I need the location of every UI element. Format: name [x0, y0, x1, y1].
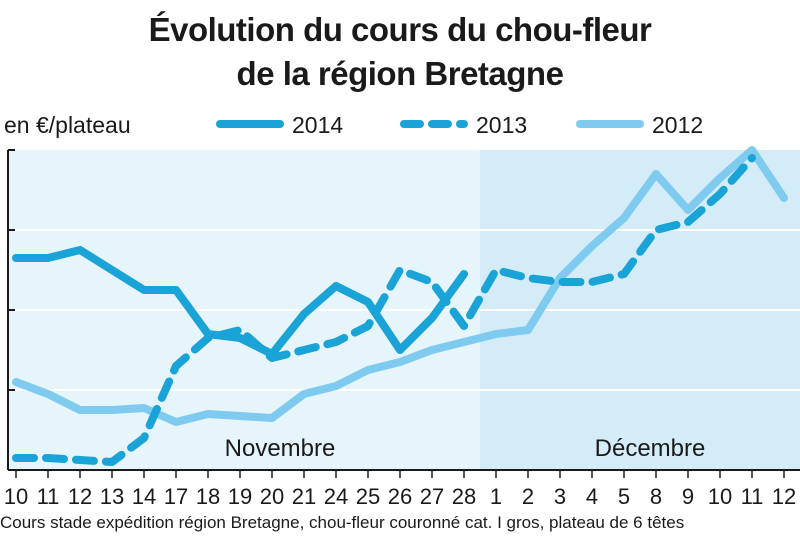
series-line-2013 [12, 154, 756, 466]
x-tick-label-20: 8 [650, 484, 662, 509]
x-tick-label-16: 2 [522, 484, 534, 509]
x-tick-label-6: 18 [196, 484, 220, 509]
legend-label-2012: 2012 [652, 112, 704, 138]
legend-label-2014: 2014 [292, 112, 344, 138]
x-tick-label-17: 3 [554, 484, 566, 509]
x-tick-label-11: 25 [356, 484, 380, 509]
chart-title-line2: de la région Bretagne [236, 55, 564, 92]
x-tick-label-8: 20 [260, 484, 284, 509]
x-tick-label-9: 21 [292, 484, 316, 509]
x-tick-label-12: 26 [388, 484, 412, 509]
x-tick-label-5: 17 [164, 484, 188, 509]
x-tick-label-19: 5 [618, 484, 630, 509]
x-tick-label-15: 1 [490, 484, 502, 509]
series-line-2014 [12, 246, 468, 358]
x-tick-label-24: 12 [772, 484, 796, 509]
month-label-0: Novembre [225, 435, 336, 462]
x-tick-label-18: 4 [586, 484, 598, 509]
x-tick-label-14: 28 [452, 484, 476, 509]
chart-title: Évolution du cours du chou-fleur de la r… [0, 8, 800, 96]
x-tick-label-22: 10 [708, 484, 732, 509]
x-tick-label-1: 11 [37, 484, 60, 509]
y-axis-unit-label: en €/plateau [4, 112, 131, 138]
month-label-1: Décembre [595, 435, 706, 462]
x-tick-label-23: 11 [741, 484, 764, 509]
x-tick-label-4: 14 [132, 484, 156, 509]
legend-label-2013: 2013 [476, 112, 528, 138]
chart-title-line1: Évolution du cours du chou-fleur [148, 11, 652, 48]
chart-footnote: Cours stade expédition région Bretagne, … [0, 513, 685, 532]
x-tick-label-13: 27 [420, 484, 444, 509]
series-line-2012 [12, 146, 788, 426]
x-tick-label-3: 13 [100, 484, 124, 509]
x-tick-label-7: 19 [228, 484, 252, 509]
x-tick-label-2: 12 [68, 484, 92, 509]
x-tick-label-0: 10 [4, 484, 28, 509]
x-tick-label-10: 24 [324, 484, 348, 509]
x-tick-label-21: 9 [682, 484, 694, 509]
